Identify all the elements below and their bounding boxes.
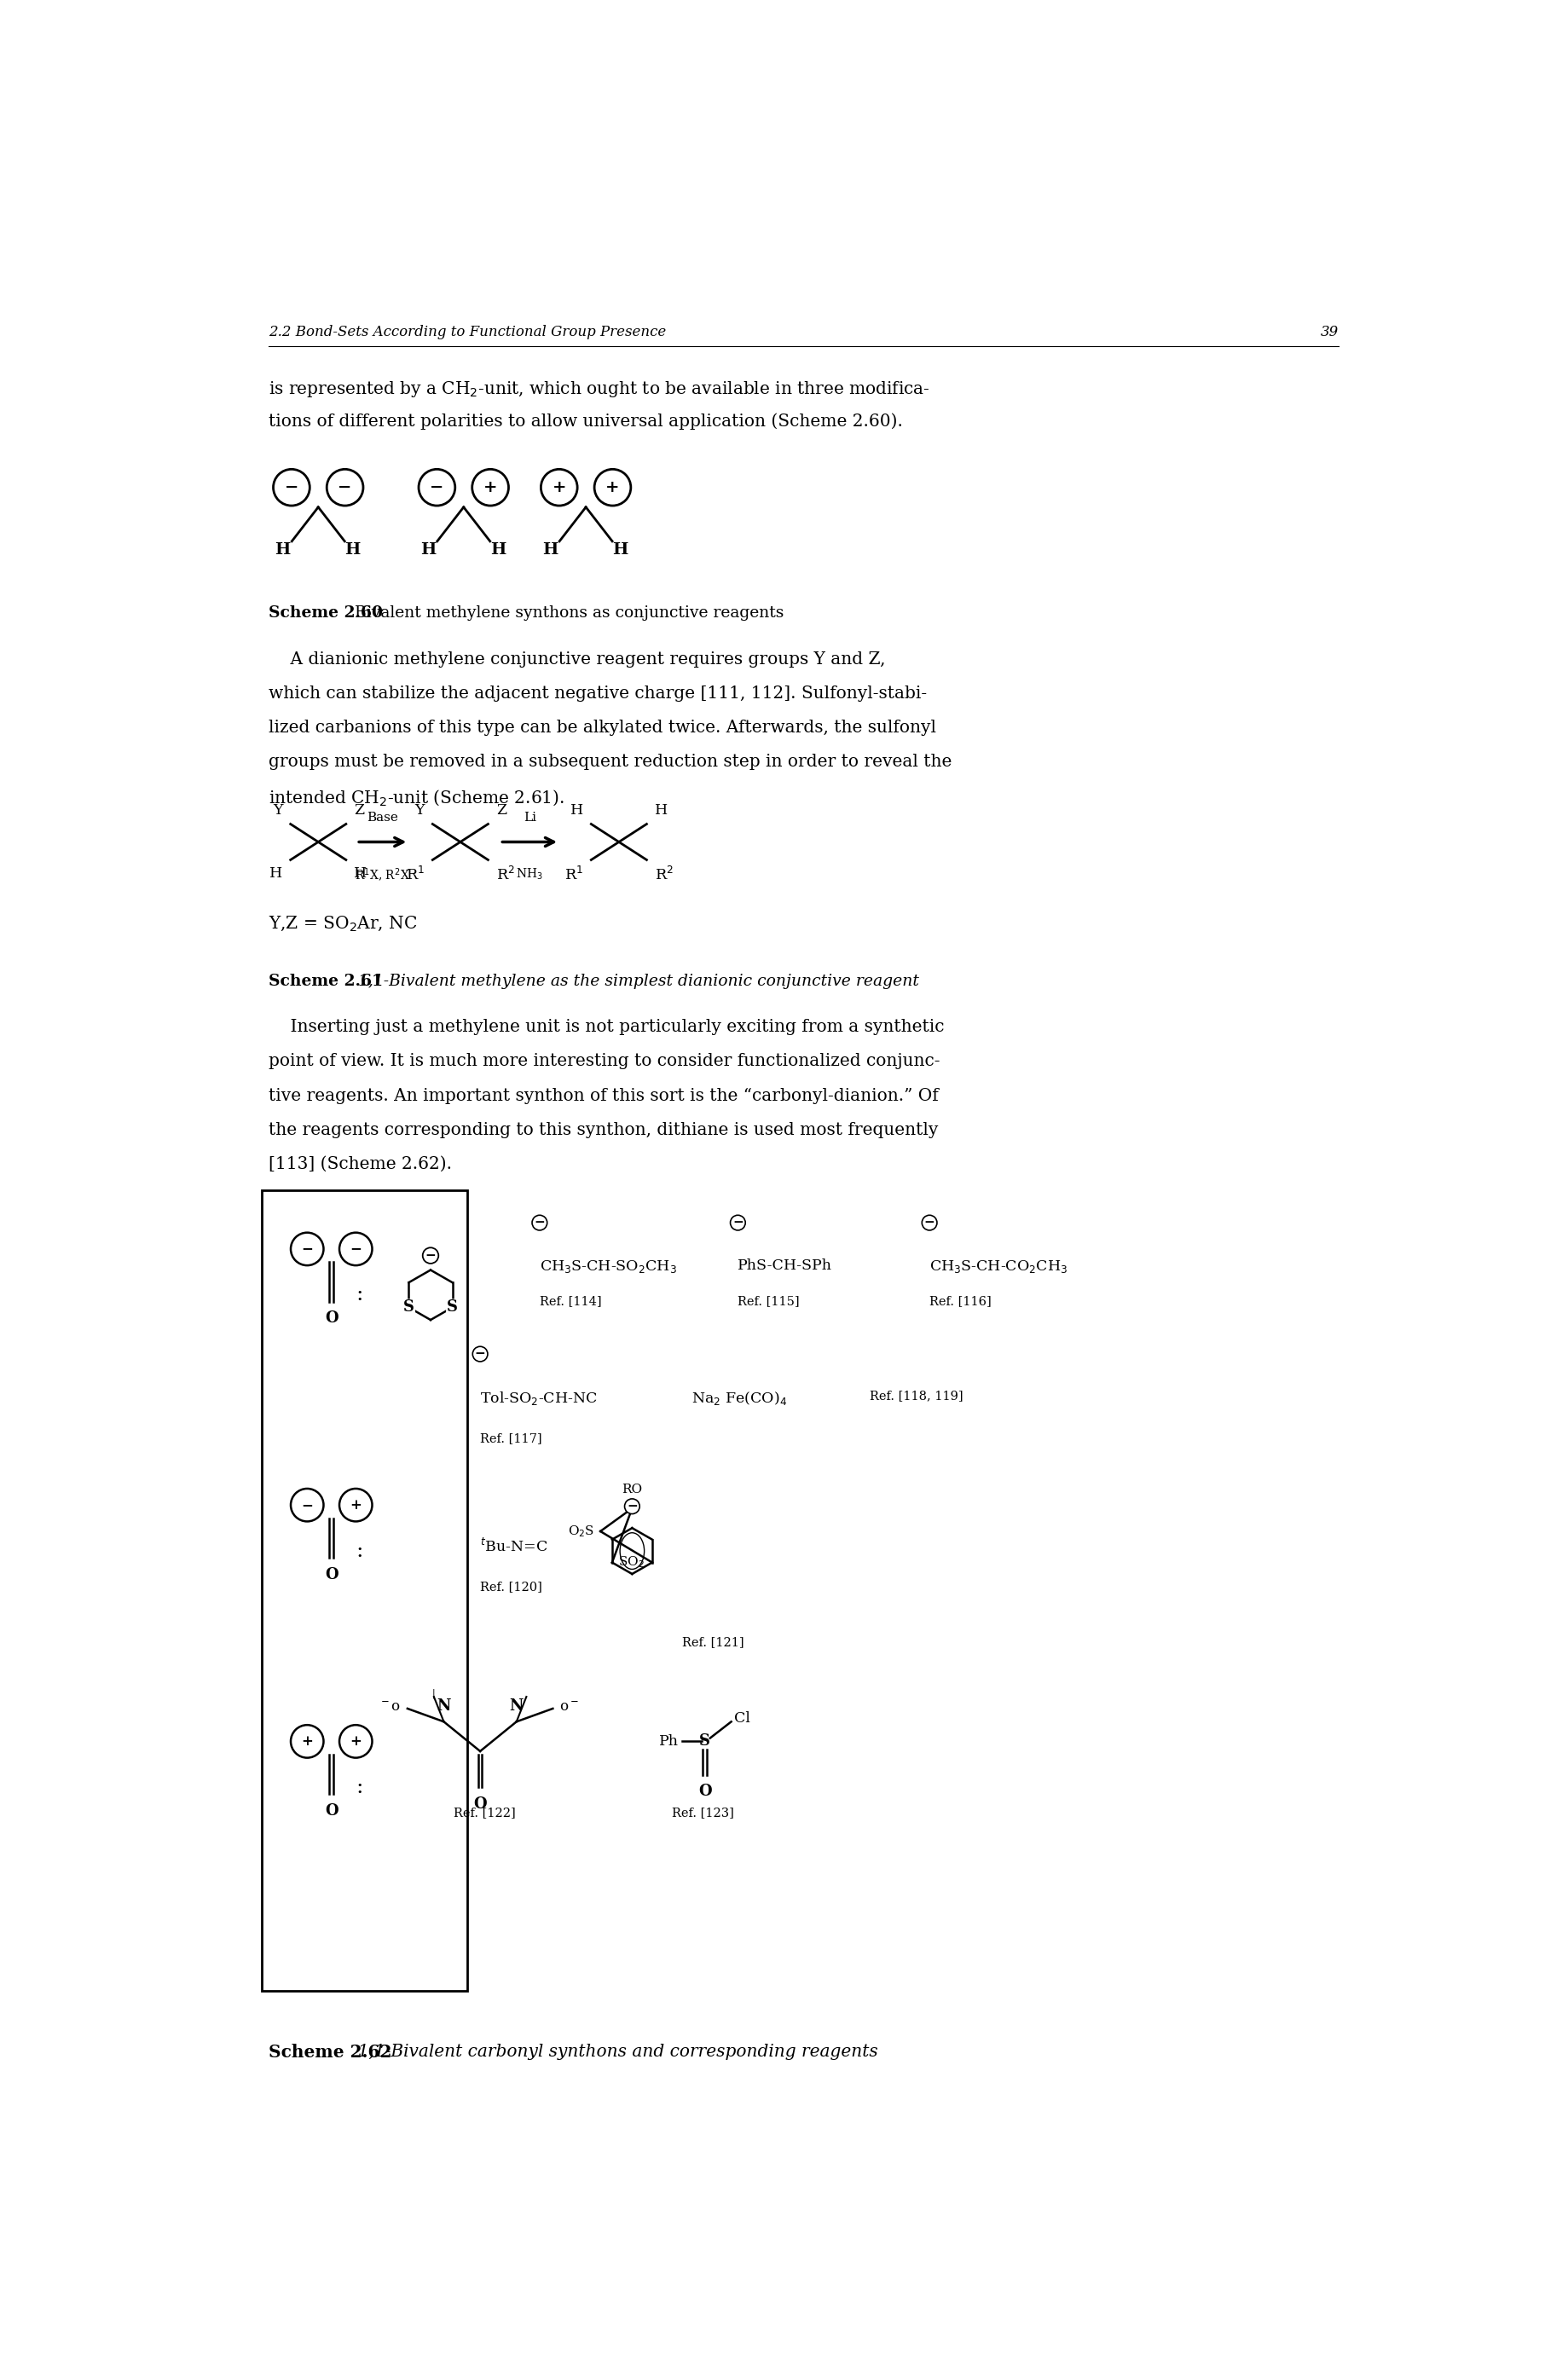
Text: −: − xyxy=(535,1216,546,1228)
Text: Y: Y xyxy=(416,802,425,819)
Text: +: + xyxy=(350,1734,362,1748)
Text: Ref. [116]: Ref. [116] xyxy=(930,1294,991,1306)
Text: H: H xyxy=(654,802,668,819)
Text: O: O xyxy=(474,1796,486,1812)
Text: point of view. It is much more interesting to consider functionalized conjunc-: point of view. It is much more interesti… xyxy=(268,1053,941,1069)
Text: Li: Li xyxy=(524,812,536,823)
Text: +: + xyxy=(483,480,497,494)
Text: Scheme 2.62: Scheme 2.62 xyxy=(268,2044,392,2061)
Bar xyxy=(262,1190,467,1990)
Text: NH$_3$: NH$_3$ xyxy=(516,866,543,883)
Text: H: H xyxy=(420,542,436,558)
Text: Tol-SO$_2$-CH-NC: Tol-SO$_2$-CH-NC xyxy=(480,1391,597,1408)
Text: O: O xyxy=(325,1803,339,1819)
Text: −: − xyxy=(475,1349,486,1360)
Text: tive reagents. An important synthon of this sort is the “carbonyl-dianion.” Of: tive reagents. An important synthon of t… xyxy=(268,1088,939,1105)
Text: Ref. [117]: Ref. [117] xyxy=(480,1434,543,1446)
Text: Inserting just a methylene unit is not particularly exciting from a synthetic: Inserting just a methylene unit is not p… xyxy=(268,1020,944,1036)
Text: is represented by a CH$_2$-unit, which ought to be available in three modifica-: is represented by a CH$_2$-unit, which o… xyxy=(268,379,930,400)
Text: Ref. [120]: Ref. [120] xyxy=(480,1580,543,1592)
Text: Ref. [121]: Ref. [121] xyxy=(682,1637,743,1649)
Text: S: S xyxy=(403,1299,414,1315)
Text: RO: RO xyxy=(622,1483,643,1495)
Text: Ref. [123]: Ref. [123] xyxy=(671,1808,734,1819)
Text: R$^2$: R$^2$ xyxy=(495,866,514,883)
Text: +: + xyxy=(552,480,566,494)
Text: [113] (Scheme 2.62).: [113] (Scheme 2.62). xyxy=(268,1155,452,1171)
Text: −: − xyxy=(284,480,298,494)
Text: −: − xyxy=(301,1242,314,1256)
Text: Ph: Ph xyxy=(659,1734,679,1748)
Text: +: + xyxy=(301,1734,314,1748)
Text: H: H xyxy=(274,542,290,558)
Text: −: − xyxy=(924,1216,935,1228)
Text: O: O xyxy=(325,1311,339,1325)
Text: −: − xyxy=(732,1216,743,1228)
Text: o$^-$: o$^-$ xyxy=(560,1701,579,1715)
Text: N: N xyxy=(437,1699,452,1713)
Text: which can stabilize the adjacent negative charge [111, 112]. Sulfonyl-stabi-: which can stabilize the adjacent negativ… xyxy=(268,686,927,703)
Text: S: S xyxy=(447,1299,458,1315)
Text: :: : xyxy=(356,1285,364,1304)
Text: R$^1$: R$^1$ xyxy=(406,866,425,883)
Text: −: − xyxy=(425,1249,436,1261)
Text: CH$_3$S-CH-SO$_2$CH$_3$: CH$_3$S-CH-SO$_2$CH$_3$ xyxy=(539,1259,677,1275)
Text: 1,1-Bivalent methylene as the simplest dianionic conjunctive reagent: 1,1-Bivalent methylene as the simplest d… xyxy=(343,972,919,989)
Text: Z: Z xyxy=(495,802,506,819)
Text: 39: 39 xyxy=(1320,324,1339,338)
Text: H: H xyxy=(613,542,629,558)
Text: Cl: Cl xyxy=(734,1711,751,1725)
Text: −: − xyxy=(627,1500,638,1512)
Text: N: N xyxy=(510,1699,524,1713)
Text: +: + xyxy=(605,480,619,494)
Text: SO$_2$: SO$_2$ xyxy=(618,1554,644,1571)
Text: Ref. [122]: Ref. [122] xyxy=(453,1808,516,1819)
Text: $^-$o: $^-$o xyxy=(378,1701,401,1715)
Text: 2.2 Bond-Sets According to Functional Group Presence: 2.2 Bond-Sets According to Functional Gr… xyxy=(268,324,666,338)
Text: R$^1$X, R$^2$X: R$^1$X, R$^2$X xyxy=(354,866,409,885)
Text: :: : xyxy=(356,1777,364,1798)
Text: H: H xyxy=(571,802,583,819)
Text: A dianionic methylene conjunctive reagent requires groups Y and Z,: A dianionic methylene conjunctive reagen… xyxy=(268,651,886,667)
Text: Na$_2$ Fe(CO)$_4$: Na$_2$ Fe(CO)$_4$ xyxy=(691,1391,787,1408)
Text: R$^1$: R$^1$ xyxy=(564,866,583,883)
Text: Y,Z = SO$_2$Ar, NC: Y,Z = SO$_2$Ar, NC xyxy=(268,913,417,932)
Text: +: + xyxy=(350,1498,362,1512)
Text: Y: Y xyxy=(273,802,282,819)
Text: Scheme 2.61: Scheme 2.61 xyxy=(268,972,383,989)
Text: intended CH$_2$-unit (Scheme 2.61).: intended CH$_2$-unit (Scheme 2.61). xyxy=(268,788,564,807)
Text: O: O xyxy=(325,1566,339,1583)
Text: |: | xyxy=(433,1689,436,1699)
Text: PhS-CH-SPh: PhS-CH-SPh xyxy=(739,1259,833,1273)
Text: H: H xyxy=(491,542,506,558)
Text: H: H xyxy=(543,542,558,558)
Text: $^t$Bu-N=C: $^t$Bu-N=C xyxy=(480,1538,547,1554)
Text: groups must be removed in a subsequent reduction step in order to reveal the: groups must be removed in a subsequent r… xyxy=(268,755,952,771)
Text: Scheme 2.60: Scheme 2.60 xyxy=(268,606,383,620)
Text: −: − xyxy=(430,480,444,494)
Text: Ref. [114]: Ref. [114] xyxy=(539,1294,602,1306)
Text: tions of different polarities to allow universal application (Scheme 2.60).: tions of different polarities to allow u… xyxy=(268,414,903,431)
Text: Ref. [118, 119]: Ref. [118, 119] xyxy=(870,1391,963,1403)
Text: lized carbanions of this type can be alkylated twice. Afterwards, the sulfonyl: lized carbanions of this type can be alk… xyxy=(268,719,936,736)
Text: H: H xyxy=(345,542,361,558)
Text: Ref. [115]: Ref. [115] xyxy=(739,1294,800,1306)
Text: R$^2$: R$^2$ xyxy=(654,866,673,883)
Text: :: : xyxy=(356,1540,364,1562)
Text: O: O xyxy=(698,1784,712,1801)
Text: −: − xyxy=(301,1498,314,1512)
Text: Base: Base xyxy=(367,812,398,823)
Text: −: − xyxy=(350,1242,362,1256)
Text: Bivalent methylene synthons as conjunctive reagents: Bivalent methylene synthons as conjuncti… xyxy=(345,606,784,620)
Text: O$_2$S: O$_2$S xyxy=(568,1524,594,1538)
Text: H: H xyxy=(270,866,282,880)
Text: the reagents corresponding to this synthon, dithiane is used most frequently: the reagents corresponding to this synth… xyxy=(268,1121,938,1138)
Text: 1,1-Bivalent carbonyl synthons and corresponding reagents: 1,1-Bivalent carbonyl synthons and corre… xyxy=(347,2044,878,2058)
Text: S: S xyxy=(699,1734,710,1748)
Text: H: H xyxy=(354,866,367,880)
Text: −: − xyxy=(339,480,351,494)
Text: CH$_3$S-CH-CO$_2$CH$_3$: CH$_3$S-CH-CO$_2$CH$_3$ xyxy=(930,1259,1068,1275)
Text: Z: Z xyxy=(354,802,364,819)
